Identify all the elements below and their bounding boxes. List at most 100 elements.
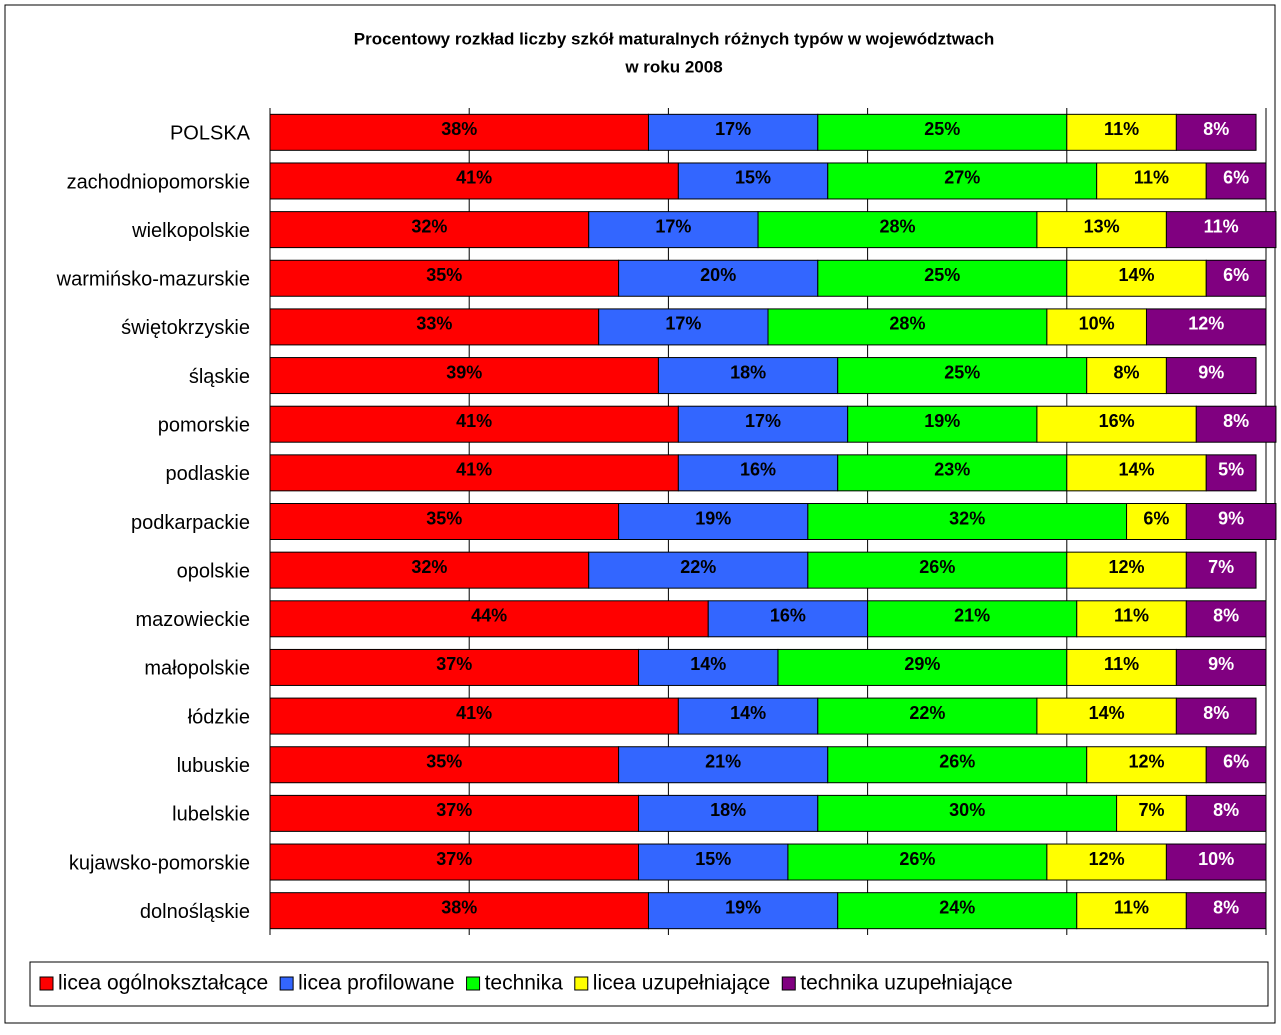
bar-segment <box>777 648 1068 686</box>
bar-segment <box>269 405 679 443</box>
value-label: 25% <box>924 119 960 139</box>
legend-swatch <box>574 976 589 991</box>
y-tick-label: lubelskie <box>172 804 250 826</box>
value-label: 7% <box>1208 557 1234 577</box>
value-label: 32% <box>411 216 447 236</box>
value-label: 26% <box>899 849 935 869</box>
value-label: 11% <box>1134 168 1169 188</box>
bar-segment <box>1066 113 1177 151</box>
y-tick-label: dolnośląskie <box>140 901 250 923</box>
value-label: 14% <box>1119 460 1155 480</box>
value-label: 8% <box>1213 897 1239 917</box>
bar-segment <box>588 551 809 589</box>
bar-segment <box>1205 746 1267 784</box>
bar-segment <box>767 308 1048 346</box>
value-label: 28% <box>879 216 915 236</box>
bar-segment <box>817 794 1118 832</box>
legend-swatch <box>466 976 481 991</box>
value-label: 15% <box>735 168 771 188</box>
value-label: 25% <box>944 362 980 382</box>
bar-segment <box>1096 162 1207 200</box>
value-label: 9% <box>1218 508 1244 528</box>
y-tick-label: wielkopolskie <box>131 220 250 242</box>
y-tick-label: warmińsko-mazurskie <box>56 269 250 291</box>
bar-segment <box>677 697 819 735</box>
value-label: 8% <box>1114 362 1140 382</box>
value-label: 41% <box>456 411 492 431</box>
legend-label: licea uzupełniające <box>593 972 770 995</box>
value-label: 6% <box>1223 265 1249 285</box>
value-label: 11% <box>1104 119 1139 139</box>
value-label: 33% <box>416 314 452 334</box>
bar-segment <box>1175 648 1267 686</box>
value-label: 11% <box>1114 897 1149 917</box>
bar-segment <box>1205 162 1267 200</box>
value-label: 8% <box>1203 119 1229 139</box>
value-label: 9% <box>1208 654 1234 674</box>
value-label: 8% <box>1223 411 1249 431</box>
bar-segment <box>1036 211 1167 249</box>
legend-swatch <box>781 976 796 991</box>
bar-segment <box>677 454 839 492</box>
value-label: 35% <box>426 751 462 771</box>
value-label: 20% <box>700 265 736 285</box>
bar-segment <box>657 357 839 395</box>
bar-segment <box>757 211 1038 249</box>
bar-segment <box>1195 405 1277 443</box>
value-label: 35% <box>426 265 462 285</box>
bar-segment <box>1175 113 1257 151</box>
bar-segment <box>1086 746 1207 784</box>
bar-segment <box>588 211 759 249</box>
bar-segment <box>837 454 1068 492</box>
value-label: 19% <box>725 897 761 917</box>
bar-segment <box>1076 600 1187 638</box>
value-label: 17% <box>655 216 691 236</box>
bar-segment <box>269 746 620 784</box>
bar-segment <box>269 648 640 686</box>
y-tick-label: zachodniopomorskie <box>67 171 250 193</box>
y-tick-label: małopolskie <box>144 658 250 680</box>
bar-segment <box>1175 697 1257 735</box>
bar-segment <box>847 405 1038 443</box>
legend-label: technika uzupełniające <box>800 972 1012 995</box>
value-label: 7% <box>1138 800 1164 820</box>
value-label: 22% <box>909 703 945 723</box>
legend-label: licea ogólnokształcące <box>58 972 268 995</box>
bar-segment <box>647 113 819 151</box>
bar-segment <box>1145 308 1267 346</box>
bar-segment <box>269 211 590 249</box>
value-label: 37% <box>436 849 472 869</box>
y-tick-label: mazowieckie <box>136 609 250 631</box>
value-label: 26% <box>919 557 955 577</box>
value-label: 44% <box>471 606 507 626</box>
value-label: 30% <box>949 800 985 820</box>
value-label: 11% <box>1104 654 1139 674</box>
value-label: 17% <box>745 411 781 431</box>
bar-segment <box>269 357 659 395</box>
value-label: 11% <box>1204 216 1239 236</box>
value-label: 19% <box>924 411 960 431</box>
legend-label: licea profilowane <box>298 972 454 995</box>
bar-segment <box>1185 600 1267 638</box>
bar-segment <box>807 503 1128 540</box>
bar-segment <box>1036 697 1177 735</box>
value-label: 29% <box>904 654 940 674</box>
value-label: 13% <box>1084 216 1120 236</box>
value-label: 38% <box>441 897 477 917</box>
bar-segment <box>647 892 839 930</box>
bar-segment <box>638 843 789 881</box>
value-label: 10% <box>1198 849 1234 869</box>
value-label: 26% <box>939 751 975 771</box>
legend-label: technika <box>485 972 564 995</box>
value-label: 39% <box>446 362 482 382</box>
value-label: 17% <box>665 314 701 334</box>
value-label: 12% <box>1188 314 1224 334</box>
bar-segment <box>1066 648 1177 686</box>
value-label: 12% <box>1128 751 1164 771</box>
bar-segment <box>269 892 649 930</box>
value-label: 6% <box>1223 168 1249 188</box>
bar-segment <box>1185 892 1267 930</box>
value-label: 8% <box>1213 606 1239 626</box>
value-label: 37% <box>436 800 472 820</box>
